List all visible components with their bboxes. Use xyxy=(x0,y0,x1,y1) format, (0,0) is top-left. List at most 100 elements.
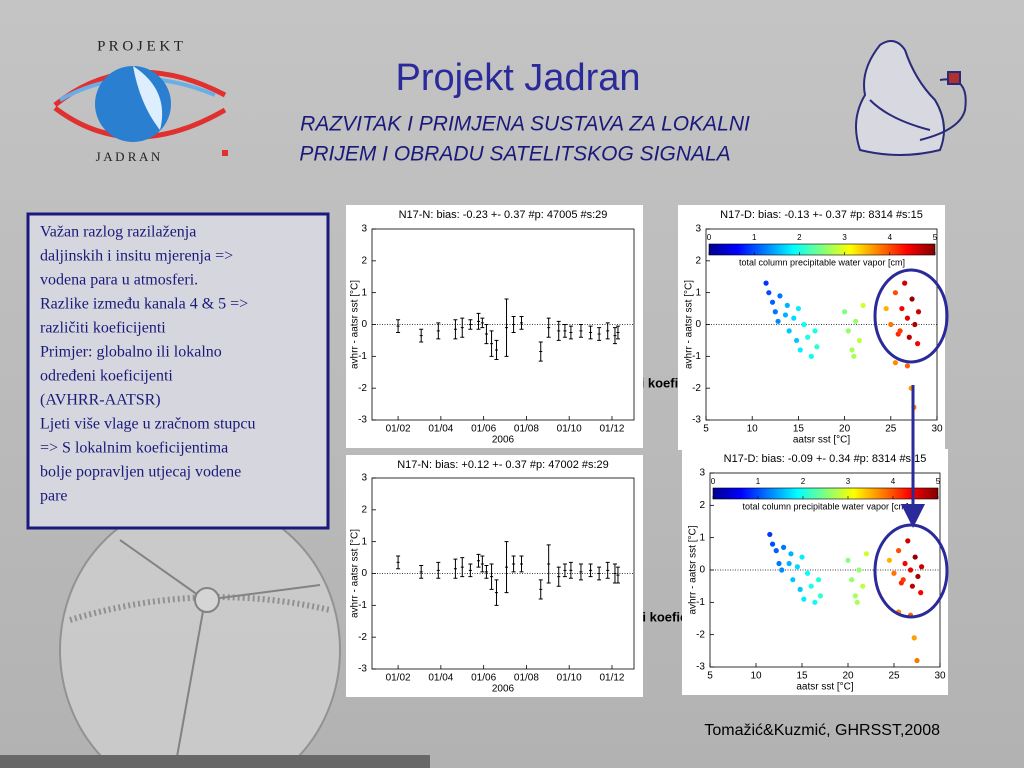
scatter-point xyxy=(888,321,894,328)
logo-top: P R O J E K T xyxy=(97,38,183,54)
scatter-point xyxy=(906,334,912,340)
scatter-point xyxy=(788,551,794,557)
chart-title: N17-N: bias: +0.12 +- 0.37 #p: 47002 #s:… xyxy=(397,459,609,471)
scatter-point xyxy=(817,593,824,599)
x-tick-label: 01/12 xyxy=(599,673,624,684)
scatter-point xyxy=(854,599,860,605)
scatter-point xyxy=(902,280,908,286)
error-bar xyxy=(489,563,494,590)
error-bar xyxy=(568,325,573,340)
y-axis-label: avhrr - aatsr sst [°C] xyxy=(350,529,361,618)
error-bar xyxy=(615,566,620,584)
x-tick-label: 5 xyxy=(707,671,713,682)
text-box-line: Primjer: globalno ili lokalno xyxy=(40,344,222,361)
error-bar xyxy=(588,563,593,578)
scatter-point xyxy=(812,599,818,605)
scatter-point xyxy=(808,353,814,359)
scatter-point xyxy=(883,305,889,312)
scatter-point xyxy=(896,548,902,554)
text-box-line: daljinskih i insitu mjerenja => xyxy=(40,248,233,265)
colorbar-tick-label: 3 xyxy=(842,233,847,242)
chart: N17-N: bias: -0.23 +- 0.37 #p: 47005 #s:… xyxy=(346,205,643,448)
scatter-point xyxy=(808,583,814,589)
x-axis-label: aatsr sst [°C] xyxy=(793,435,851,446)
chart-background xyxy=(682,449,948,695)
scatter-point xyxy=(905,538,911,544)
y-tick-label: 3 xyxy=(361,473,367,484)
y-tick-label: 3 xyxy=(361,224,367,235)
x-tick-label: 15 xyxy=(796,671,808,682)
y-tick-label: -2 xyxy=(692,383,701,394)
colorbar-tick-label: 3 xyxy=(846,477,851,486)
error-bar xyxy=(556,566,561,587)
scatter-point xyxy=(915,309,922,315)
scatter-point xyxy=(815,577,822,583)
y-tick-label: 1 xyxy=(361,536,367,547)
scatter-point xyxy=(911,635,917,641)
colorbar-tick-label: 4 xyxy=(888,233,893,242)
error-bar xyxy=(480,555,485,573)
logo xyxy=(53,66,228,156)
y-tick-label: 3 xyxy=(699,468,705,479)
colorbar-tick-label: 0 xyxy=(711,477,716,486)
scatter-point xyxy=(907,567,914,573)
scatter-point xyxy=(804,570,811,576)
y-tick-label: -3 xyxy=(358,415,367,426)
x-tick-label: 25 xyxy=(888,671,900,682)
error-bar xyxy=(556,320,561,341)
scatter-point xyxy=(772,309,778,315)
scatter-point xyxy=(814,344,820,350)
scatter-point xyxy=(842,309,848,315)
chart: N17-N: bias: +0.12 +- 0.37 #p: 47002 #s:… xyxy=(346,455,643,697)
statue-decoration xyxy=(855,40,967,156)
colorbar-label: total column precipitable water vapor [c… xyxy=(742,501,908,511)
y-tick-label: 0 xyxy=(695,319,701,330)
x-tick-label: 25 xyxy=(885,424,897,435)
text-box-line: Razlike između kanala 4 & 5 => xyxy=(40,296,248,313)
error-bar xyxy=(511,316,516,333)
text-box-line: pare xyxy=(40,488,68,505)
scatter-point xyxy=(891,570,897,576)
scatter-point xyxy=(856,567,862,573)
y-tick-label: -1 xyxy=(358,600,367,611)
x-tick-label: 01/12 xyxy=(599,424,624,435)
error-bar xyxy=(538,579,543,600)
scatter-point xyxy=(781,544,787,550)
error-bar xyxy=(419,328,424,343)
scatter-point xyxy=(914,341,921,347)
scatter-point xyxy=(849,577,855,583)
error-bar xyxy=(568,561,573,579)
error-bar xyxy=(484,324,489,345)
text-box-line: bolje popravljen utjecaj vodene xyxy=(40,464,241,481)
y-tick-label: -2 xyxy=(696,629,705,640)
y-tick-label: 2 xyxy=(695,255,701,266)
chart-title: N17-D: bias: -0.09 +- 0.34 #p: 8314 #s:1… xyxy=(724,453,927,465)
charts: N17-N: bias: -0.23 +- 0.37 #p: 47005 #s:… xyxy=(346,205,948,697)
scatter-point xyxy=(805,334,811,340)
scatter-point xyxy=(852,593,858,599)
logo-bottom: J A D R A N xyxy=(96,149,161,164)
y-tick-label: 2 xyxy=(361,255,367,266)
scatter-point xyxy=(775,318,781,324)
scatter-point xyxy=(784,302,790,308)
x-tick-label: 01/06 xyxy=(471,424,496,435)
error-bar xyxy=(460,557,465,578)
y-tick-label: 1 xyxy=(699,532,705,543)
y-axis-label: avhrr - aatsr sst [°C] xyxy=(688,525,699,614)
error-bar xyxy=(538,341,543,362)
x-tick-label: 10 xyxy=(747,424,759,435)
scatter-point xyxy=(790,577,796,583)
scatter-point xyxy=(860,302,866,308)
x-tick-label: 01/02 xyxy=(386,424,411,435)
colorbar-tick-label: 4 xyxy=(891,477,896,486)
error-bar xyxy=(511,555,516,573)
y-tick-label: -2 xyxy=(358,383,367,394)
scatter-point xyxy=(763,280,769,286)
scatter-point xyxy=(767,531,773,538)
scatter-point xyxy=(912,321,918,328)
error-bar xyxy=(612,327,617,345)
error-bar xyxy=(605,561,610,579)
error-bar xyxy=(436,322,441,340)
chart: N17-D: bias: -0.13 +- 0.37 #p: 8314 #s:1… xyxy=(678,205,945,450)
scatter-point xyxy=(849,347,855,353)
